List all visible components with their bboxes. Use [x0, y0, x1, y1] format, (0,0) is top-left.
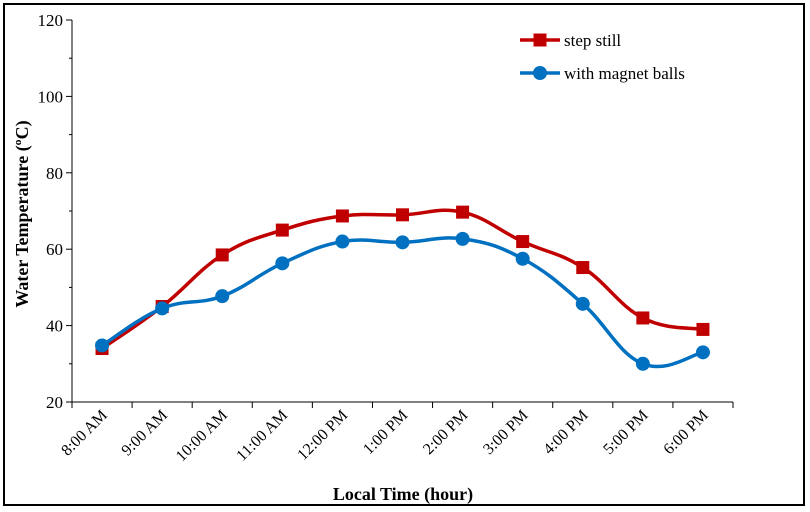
data-point: [395, 235, 410, 250]
data-point: [155, 301, 170, 316]
series-line: [101, 208, 704, 350]
y-tick-label: 60: [46, 240, 63, 259]
x-tick-label: 2:00 PM: [420, 407, 471, 458]
y-axis-label: Water Temperature (ºC): [12, 120, 33, 307]
data-point: [635, 356, 650, 371]
x-tick-label: 6:00 PM: [660, 407, 711, 458]
y-ticks: 20 40 60 80 100 120: [38, 11, 72, 412]
data-point: [275, 256, 290, 271]
data-point: [215, 289, 230, 304]
series-2: [95, 231, 710, 371]
x-tick-label: 5:00 PM: [600, 407, 651, 458]
x-axis-label: Local Time (hour): [333, 484, 473, 505]
x-ticks: 8:00 AM 9:00 AM 10:00 AM 11:00 AM 12:00 PM 1:…: [58, 402, 734, 465]
legend-label: with magnet balls: [564, 64, 685, 83]
series-1: [95, 205, 710, 356]
x-tick-label: 3:00 PM: [480, 407, 531, 458]
data-point: [696, 322, 710, 336]
data-point: [636, 311, 650, 325]
data-point: [515, 251, 530, 266]
data-point: [695, 345, 710, 360]
data-point: [215, 248, 229, 262]
legend: step still with magnet balls: [520, 31, 685, 83]
series-line: [101, 236, 704, 369]
x-tick-label: 11:00 AM: [233, 407, 291, 465]
data-point: [396, 208, 409, 222]
y-tick-label: 120: [38, 11, 64, 30]
data-point: [455, 231, 470, 246]
legend-label: step still: [564, 31, 621, 50]
data-point: [576, 261, 590, 275]
x-tick-label: 9:00 AM: [118, 407, 171, 460]
x-tick-label: 8:00 AM: [58, 407, 111, 460]
data-point: [456, 205, 470, 219]
y-tick-label: 20: [46, 393, 63, 412]
x-tick-label: 4:00 PM: [540, 407, 591, 458]
x-tick-label: 12:00 PM: [294, 407, 351, 464]
data-point: [575, 296, 590, 311]
legend-marker: [533, 66, 547, 80]
y-tick-label: 80: [46, 164, 63, 183]
y-tick-label: 100: [38, 87, 64, 106]
data-point: [275, 223, 289, 237]
series-layer: [95, 205, 710, 371]
data-point: [95, 338, 110, 353]
legend-marker: [533, 33, 547, 47]
chart-frame: [3, 3, 805, 506]
x-tick-label: 1:00 PM: [360, 407, 411, 458]
data-point: [335, 209, 349, 223]
x-tick-label: 10:00 AM: [173, 407, 231, 465]
y-tick-label: 40: [46, 317, 63, 336]
data-point: [516, 235, 530, 249]
data-point: [335, 234, 350, 249]
